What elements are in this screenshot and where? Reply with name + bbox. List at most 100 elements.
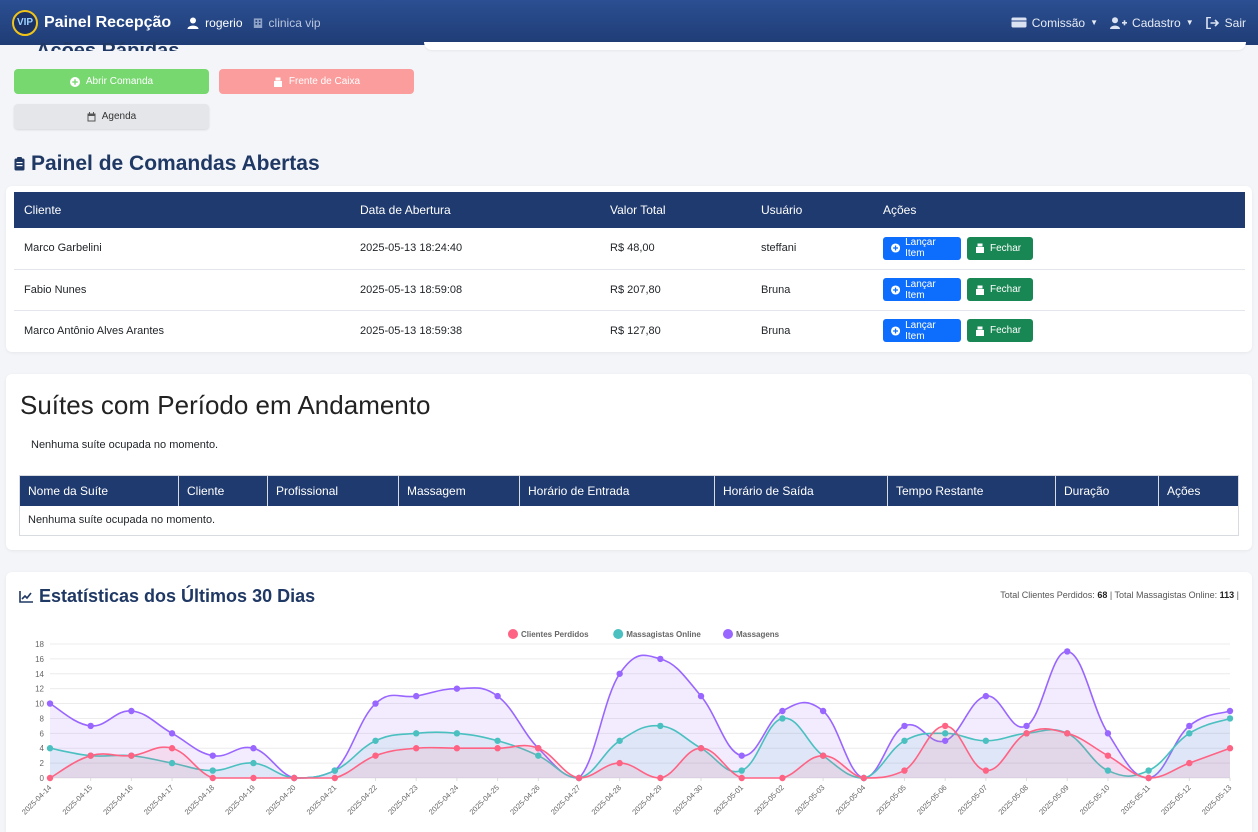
x-tick-label: 2025-04-24 xyxy=(427,783,460,816)
data-point xyxy=(1186,722,1193,730)
current-clinic: clinica vip xyxy=(253,16,321,30)
user-name: rogerio xyxy=(205,15,243,30)
launch-item-button[interactable]: Lançar Item xyxy=(883,236,961,260)
data-point xyxy=(209,752,216,759)
wallet-icon xyxy=(1011,17,1027,28)
legend-label: Massagistas Online xyxy=(626,630,701,639)
data-point xyxy=(413,692,420,700)
col-suite-entry: Horário de Entrada xyxy=(519,475,715,506)
x-tick-label: 2025-05-13 xyxy=(1200,783,1233,816)
x-tick-label: 2025-04-30 xyxy=(671,783,704,816)
data-point xyxy=(616,670,623,677)
data-point xyxy=(982,737,990,744)
legend-label: Clientes Perdidos xyxy=(521,630,589,639)
orders-header-row: Cliente Data de Abertura Valor Total Usu… xyxy=(14,192,1245,228)
schedule-button[interactable]: Agenda xyxy=(14,104,209,129)
data-point xyxy=(738,774,745,782)
suites-title: Suítes com Período em Andamento xyxy=(20,390,431,420)
data-point xyxy=(1145,767,1152,774)
series-area xyxy=(50,651,1230,778)
x-tick-label: 2025-05-08 xyxy=(996,783,1029,816)
building-icon xyxy=(253,17,262,28)
cell-total: R$ 48,00 xyxy=(600,228,751,270)
launch-item-button[interactable]: Lançar Item xyxy=(883,278,961,301)
y-tick-label: 6 xyxy=(40,729,45,738)
brand-title[interactable]: Painel Recepção xyxy=(44,13,172,31)
open-order-button[interactable]: Abrir Comanda xyxy=(14,69,209,94)
line-chart-icon xyxy=(19,590,33,603)
logout-label: Sair xyxy=(1224,15,1246,30)
data-point xyxy=(941,730,949,737)
launch-item-label: Lançar Item xyxy=(905,278,936,301)
data-point xyxy=(413,745,420,752)
col-client: Cliente xyxy=(14,192,350,228)
y-tick-label: 18 xyxy=(35,640,44,649)
x-tick-label: 2025-04-14 xyxy=(20,783,53,816)
cell-actions: Lançar Item Fechar xyxy=(873,269,1245,311)
register-label: Cadastro xyxy=(1132,15,1181,30)
data-point xyxy=(1145,774,1152,782)
data-point xyxy=(657,774,664,782)
cashier-button[interactable]: Frente de Caixa xyxy=(219,69,414,94)
orders-title-text: Painel de Comandas Abertas xyxy=(31,152,320,175)
lost-total-value: 68 xyxy=(1097,590,1108,600)
close-order-button[interactable]: Fechar xyxy=(967,278,1033,301)
x-tick-label: 2025-04-17 xyxy=(142,783,175,816)
data-point xyxy=(128,752,135,759)
plus-circle-icon xyxy=(69,76,80,87)
launch-item-button[interactable]: Lançar Item xyxy=(883,319,961,343)
data-point xyxy=(168,730,176,737)
data-point xyxy=(1023,722,1030,730)
data-point xyxy=(453,730,461,737)
register-menu[interactable]: Cadastro ▼ xyxy=(1110,16,1194,30)
data-point xyxy=(860,774,867,782)
commission-menu[interactable]: Comissão ▼ xyxy=(1011,16,1098,30)
close-order-button[interactable]: Fechar xyxy=(967,319,1033,343)
data-point xyxy=(494,737,501,744)
calendar-icon xyxy=(87,111,96,121)
data-point xyxy=(250,759,257,767)
col-opened: Data de Abertura xyxy=(350,192,600,228)
data-point xyxy=(901,722,908,730)
clinic-logo[interactable]: VIP xyxy=(12,9,38,36)
data-point xyxy=(372,700,379,707)
data-point xyxy=(535,752,542,759)
data-point xyxy=(250,774,257,782)
x-tick-label: 2025-05-07 xyxy=(956,783,989,816)
cell-user: steffani xyxy=(751,228,873,270)
data-point xyxy=(413,730,420,737)
col-actions: Ações xyxy=(873,192,1245,228)
table-row: Marco Antônio Alves Arantes 2025-05-13 1… xyxy=(14,310,1245,351)
data-point xyxy=(46,745,54,752)
data-point xyxy=(941,722,949,730)
x-tick-label: 2025-04-25 xyxy=(468,783,501,816)
data-point xyxy=(901,737,908,744)
clipboard-icon xyxy=(14,157,25,171)
col-suite-professional: Profissional xyxy=(267,475,399,506)
cash-register-icon xyxy=(273,77,282,87)
plus-circle-icon xyxy=(891,284,901,295)
col-suite-massage: Massagem xyxy=(398,475,520,506)
cell-client: Marco Garbelini xyxy=(14,228,350,270)
col-suite-duration: Duração xyxy=(1055,475,1159,506)
close-order-button[interactable]: Fechar xyxy=(967,236,1033,260)
data-point xyxy=(494,745,501,752)
data-point xyxy=(657,722,664,730)
data-point xyxy=(1186,730,1193,737)
logout-link[interactable]: Sair xyxy=(1205,15,1246,30)
y-tick-label: 14 xyxy=(35,670,44,679)
totals-separator: | xyxy=(1236,590,1239,600)
online-total-label: Total Massagistas Online: xyxy=(1114,590,1218,600)
data-point xyxy=(372,752,379,759)
x-tick-label: 2025-04-23 xyxy=(386,783,419,816)
suites-header-row: Nome da Suíte Cliente Profissional Massa… xyxy=(19,475,1239,506)
x-tick-label: 2025-04-22 xyxy=(345,783,378,816)
data-point xyxy=(494,692,501,700)
data-point xyxy=(1104,752,1112,759)
table-row: Fabio Nunes 2025-05-13 18:59:08 R$ 207,8… xyxy=(14,269,1245,311)
col-suite-remaining: Tempo Restante xyxy=(887,475,1056,506)
user-icon xyxy=(187,17,199,29)
x-tick-label: 2025-04-26 xyxy=(508,783,541,816)
cash-register-icon xyxy=(976,243,984,254)
data-point xyxy=(209,767,216,774)
